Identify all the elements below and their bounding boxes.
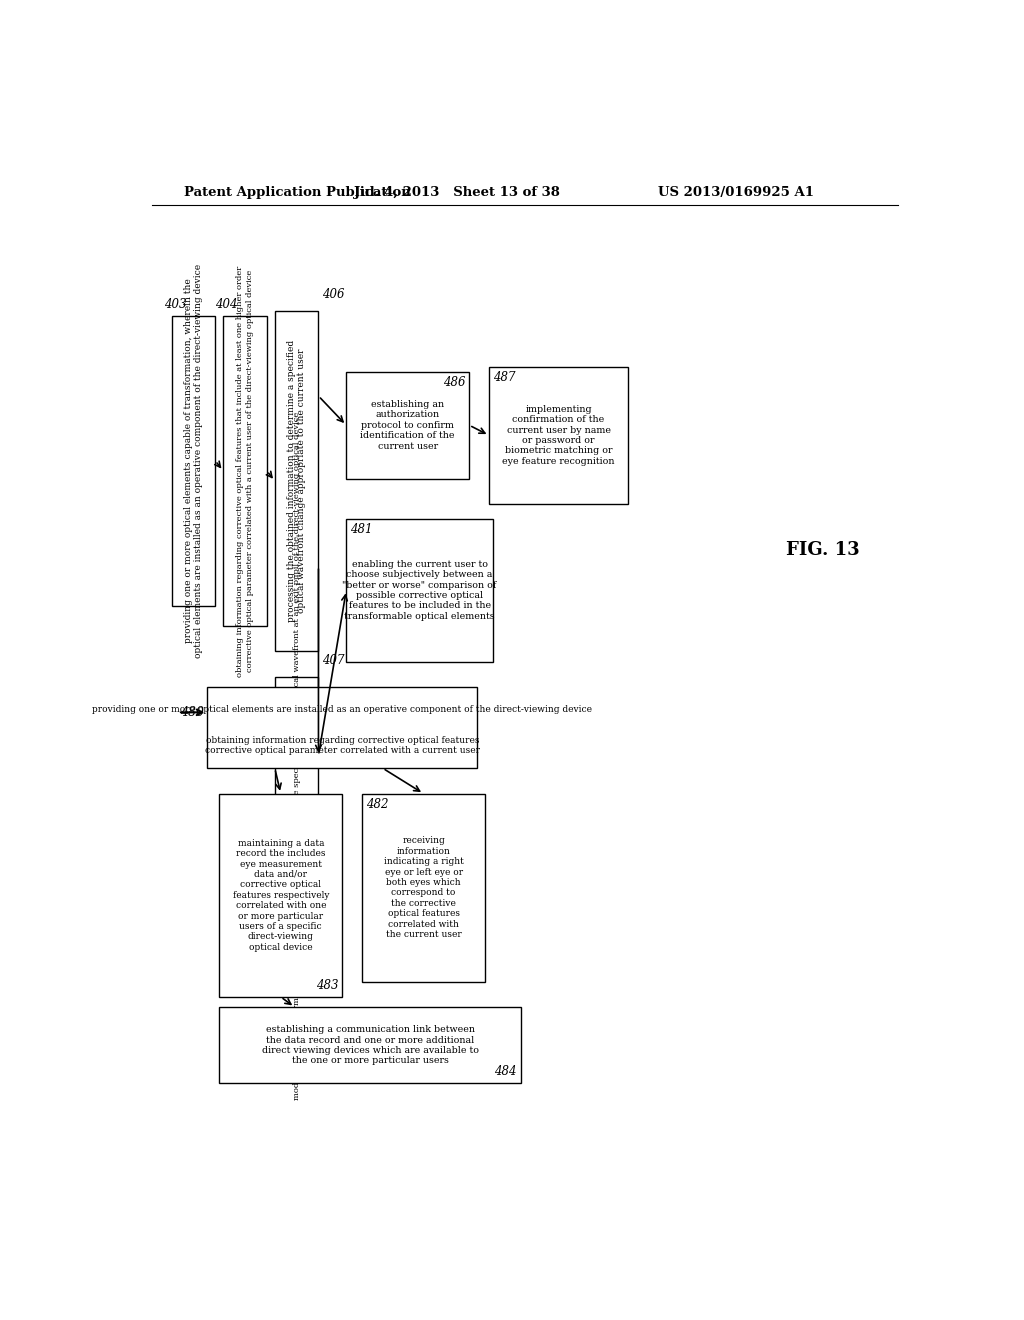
Text: obtaining information regarding corrective optical features
corrective optical p: obtaining information regarding correcti… — [205, 735, 480, 755]
Text: 484: 484 — [495, 1065, 517, 1078]
Text: establishing an
authorization
protocol to confirm
identification of the
current : establishing an authorization protocol t… — [360, 400, 455, 450]
Text: 404: 404 — [215, 298, 238, 312]
Text: FIG. 13: FIG. 13 — [785, 541, 859, 558]
Text: 482: 482 — [367, 797, 388, 810]
Text: Patent Application Publication: Patent Application Publication — [183, 186, 411, 199]
Text: processing the obtained information to determine a specified
optical wavefront c: processing the obtained information to d… — [287, 341, 306, 622]
Text: Jul. 4, 2013   Sheet 13 of 38: Jul. 4, 2013 Sheet 13 of 38 — [354, 186, 560, 199]
FancyBboxPatch shape — [223, 315, 267, 626]
FancyBboxPatch shape — [207, 686, 477, 768]
Text: 481: 481 — [350, 523, 373, 536]
Text: providing one or more optical elements are installed as an operative component o: providing one or more optical elements a… — [92, 705, 592, 714]
Text: implementing
confirmation of the
current user by name
or password or
biometric m: implementing confirmation of the current… — [503, 405, 614, 466]
Text: 480: 480 — [179, 706, 204, 719]
Text: 486: 486 — [442, 376, 465, 389]
Text: receiving
information
indicating a right
eye or left eye or
both eyes which
corr: receiving information indicating a right… — [384, 837, 464, 939]
Text: 487: 487 — [494, 371, 515, 384]
FancyBboxPatch shape — [274, 312, 318, 651]
Text: 407: 407 — [323, 653, 345, 667]
FancyBboxPatch shape — [346, 372, 469, 479]
FancyBboxPatch shape — [219, 1007, 521, 1084]
Text: maintaining a data
record the includes
eye measurement
data and/or
corrective op: maintaining a data record the includes e… — [232, 838, 329, 952]
Text: 483: 483 — [315, 979, 338, 991]
FancyBboxPatch shape — [362, 793, 485, 982]
Text: 403: 403 — [164, 298, 186, 312]
Text: enabling the current user to
choose subjectively between a
"better or worse" com: enabling the current user to choose subj… — [342, 560, 497, 620]
FancyBboxPatch shape — [274, 677, 318, 834]
Text: establishing a communication link between
the data record and one or more additi: establishing a communication link betwee… — [261, 1026, 478, 1065]
Text: providing one or more optical elements capable of transformation, wherein the
op: providing one or more optical elements c… — [183, 264, 203, 657]
Text: US 2013/0169925 A1: US 2013/0169925 A1 — [658, 186, 814, 199]
Text: obtaining information regarding corrective optical features that include at leas: obtaining information regarding correcti… — [237, 265, 254, 677]
Text: 406: 406 — [323, 288, 345, 301]
FancyBboxPatch shape — [172, 315, 215, 606]
FancyBboxPatch shape — [219, 793, 342, 997]
Text: modifying the transformable optical elements in a manner to produce the specifie: modifying the transformable optical elem… — [293, 412, 301, 1100]
FancyBboxPatch shape — [489, 367, 628, 504]
FancyBboxPatch shape — [346, 519, 494, 661]
